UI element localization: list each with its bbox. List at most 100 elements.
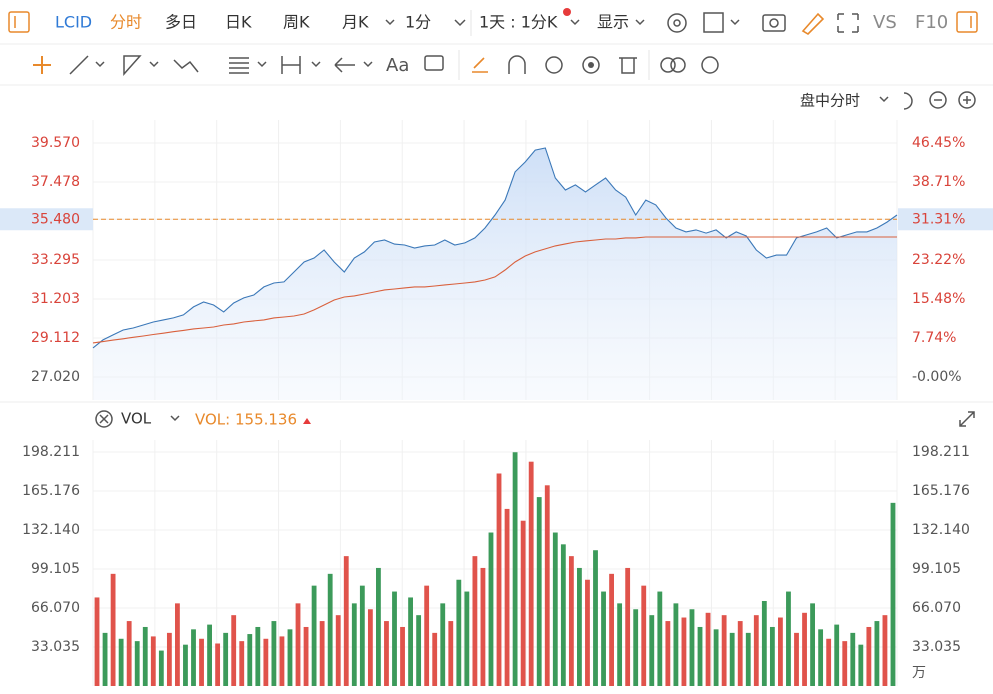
indicator-name[interactable]: VOL — [121, 410, 152, 428]
volume-bar — [231, 615, 237, 686]
y-tick-label: 35.480 — [31, 211, 80, 227]
chevron — [95, 61, 105, 68]
line-tool[interactable] — [69, 55, 89, 75]
volume-bar — [810, 603, 815, 686]
y-tick-label: 198.211 — [22, 444, 80, 460]
range[interactable]: 1天 : 1分K — [479, 13, 558, 32]
tool-settings[interactable] — [701, 56, 719, 74]
volume-bar — [432, 632, 438, 686]
y-tick-label: 39.570 — [31, 135, 80, 151]
volume-bar — [392, 591, 397, 686]
volume-bar — [818, 629, 824, 686]
reset-icon[interactable] — [903, 92, 913, 110]
y-tick-label: 66.070 — [31, 600, 80, 616]
y2-tick-label: 66.070 — [912, 600, 961, 616]
volume-bar — [786, 591, 791, 686]
y-tick-label: 31.203 — [31, 291, 80, 307]
volume-bar — [110, 573, 116, 686]
y-tick-label: 27.020 — [31, 369, 80, 385]
fullscreen-icon[interactable] — [837, 13, 859, 33]
volume-bar — [199, 638, 204, 686]
volume-bar — [327, 573, 333, 686]
delete-tool[interactable] — [619, 57, 637, 74]
volume-bar — [753, 615, 759, 686]
close-indicator-x — [99, 414, 109, 424]
volume-bar — [239, 641, 245, 686]
display[interactable]: 显示 — [597, 13, 629, 32]
up-arrow — [303, 418, 311, 424]
zoom-in[interactable] — [958, 91, 976, 109]
symbol[interactable]: LCID — [55, 13, 92, 32]
compare[interactable]: VS — [873, 12, 897, 33]
volume-bar — [842, 641, 848, 686]
volume-bar — [802, 612, 807, 686]
text-tool[interactable]: Aa — [386, 55, 409, 76]
f10[interactable]: F10 — [915, 12, 948, 33]
tab[interactable]: 分时 — [110, 13, 142, 32]
y2-tick-label: 165.176 — [912, 483, 970, 499]
volume-bar — [633, 609, 639, 686]
close-indicator[interactable] — [95, 410, 113, 428]
chevron — [635, 19, 645, 26]
lock-tool[interactable] — [545, 56, 563, 74]
toolbar — [0, 0, 993, 44]
tab[interactable]: 日K — [225, 13, 252, 32]
y-tick-label: 29.112 — [31, 330, 80, 346]
zoom-out[interactable] — [929, 91, 947, 109]
layout-icon[interactable] — [703, 12, 724, 33]
chevron — [311, 61, 321, 68]
session[interactable]: 盘中分时 — [800, 92, 860, 110]
chevron — [170, 415, 180, 422]
y-tick-label: 33.035 — [31, 639, 80, 655]
volume-bar — [255, 626, 261, 686]
eye-tool[interactable] — [582, 56, 600, 74]
volume-bar — [424, 585, 430, 686]
volume-bar — [303, 626, 309, 686]
overlay-tool[interactable] — [660, 57, 676, 73]
wave-tool[interactable] — [173, 59, 199, 73]
move-tool[interactable] — [33, 56, 51, 74]
fib-tool[interactable] — [229, 57, 249, 74]
volume-bar — [183, 644, 188, 686]
draw-icon[interactable] — [801, 12, 825, 36]
volume-bar — [649, 615, 655, 686]
volume-bar — [287, 629, 293, 686]
arrow-tool[interactable] — [334, 57, 355, 73]
unit-label: 万 — [912, 665, 926, 681]
chevron — [454, 19, 466, 27]
volume-bar — [158, 650, 164, 686]
magnet-tool[interactable] — [508, 55, 526, 74]
price-line — [92, 147, 898, 349]
volume-bar — [794, 632, 799, 686]
eye-dot — [588, 62, 594, 68]
expand-icon[interactable] — [959, 411, 975, 427]
shape-tool[interactable] — [123, 55, 142, 76]
overlay-tool-b — [670, 57, 686, 73]
volume-bar — [705, 612, 711, 686]
volume-bar — [689, 609, 695, 686]
note-tool[interactable] — [424, 55, 444, 71]
measure-tool[interactable] — [281, 56, 301, 74]
camera-icon[interactable] — [762, 14, 786, 32]
tab[interactable]: 周K — [283, 13, 310, 32]
notice-dot — [563, 8, 571, 16]
panel-toggle[interactable] — [8, 11, 30, 33]
volume-bar — [544, 485, 550, 686]
panel-toggle[interactable] — [956, 11, 978, 33]
interval[interactable]: 1分 — [405, 13, 431, 32]
volume-bar — [536, 497, 542, 686]
tab[interactable]: 多日 — [165, 13, 197, 32]
volume-bar — [102, 632, 108, 686]
y2-tick-label: 198.211 — [912, 444, 970, 460]
settings-icon[interactable] — [667, 13, 687, 33]
volume-bar — [826, 638, 832, 686]
volume-bar — [343, 556, 349, 686]
chevron — [257, 61, 267, 68]
volume-bar — [134, 641, 140, 686]
chevron — [149, 61, 159, 68]
tab[interactable]: 月K — [342, 13, 369, 32]
pen-tool[interactable] — [472, 57, 488, 73]
volume-bar — [850, 632, 856, 686]
volume-bar — [118, 638, 124, 686]
